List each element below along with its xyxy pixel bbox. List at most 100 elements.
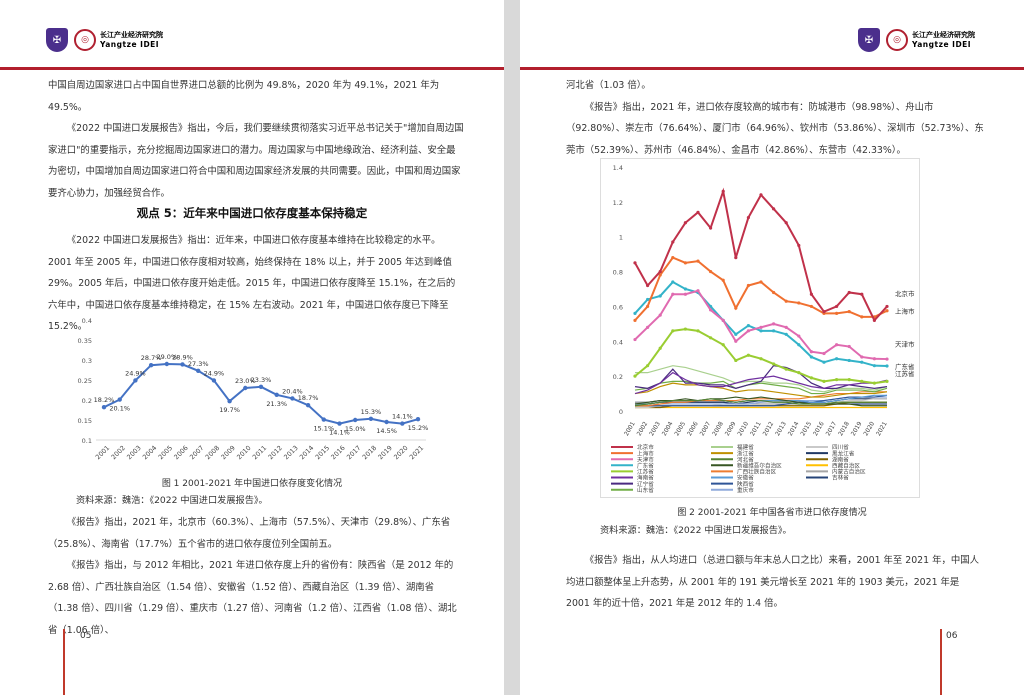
data-point: [734, 339, 738, 343]
y-tick-label: 0.25: [78, 377, 92, 385]
data-point: [835, 311, 839, 315]
figure-caption: 图 2 2001-2021 年中国各省市进口依存度情况: [677, 508, 867, 518]
x-tick-label: 2008: [711, 420, 725, 437]
data-label: 15.1%: [313, 425, 334, 433]
x-tick-label: 2019: [850, 420, 864, 437]
data-point: [772, 329, 776, 333]
data-point: [683, 221, 687, 225]
series-line: [635, 401, 887, 409]
data-point: [353, 417, 358, 423]
data-point: [797, 334, 801, 338]
legend-label: 重庆市: [737, 486, 754, 494]
data-label: 15.2%: [408, 424, 429, 432]
y-tick-label: 0.3: [82, 357, 92, 365]
data-point: [683, 327, 687, 331]
data-point: [759, 193, 763, 197]
data-label: 27.3%: [188, 360, 209, 368]
data-point: [759, 325, 763, 329]
data-point: [797, 371, 801, 375]
data-point: [746, 329, 750, 333]
data-point: [772, 362, 776, 366]
data-point: [709, 226, 713, 230]
page-margin-bar: [63, 629, 65, 695]
data-label: 18.7%: [298, 394, 319, 402]
data-point: [671, 329, 675, 333]
data-point: [196, 368, 201, 373]
data-label: 23.0%: [235, 377, 256, 385]
x-tick-label: 2020: [862, 420, 876, 437]
data-point: [633, 374, 637, 378]
legend-label: 海南省: [637, 474, 654, 482]
data-point: [872, 381, 876, 385]
x-tick-label: 2001: [623, 420, 637, 437]
data-point: [646, 304, 650, 309]
data-point: [721, 278, 725, 282]
page-margin-bar: [940, 629, 942, 695]
data-point: [797, 243, 801, 248]
data-point: [860, 315, 864, 319]
data-point: [759, 280, 763, 284]
x-tick-label: 2003: [648, 420, 662, 437]
series-line: [634, 398, 887, 407]
paragraph: 《2022 中国进口发展报告》指出：近年来，中国进口依存度基本维持在比较稳定的水…: [48, 235, 456, 332]
data-point: [759, 357, 763, 361]
data-point: [671, 240, 675, 244]
x-tick-label: 2004: [141, 444, 158, 461]
data-point: [772, 290, 776, 295]
x-tick-label: 2002: [636, 420, 650, 437]
x-tick-label: 2016: [329, 444, 346, 461]
data-point: [772, 207, 776, 211]
legend-label: 天津市: [637, 455, 654, 463]
x-tick-label: 2007: [188, 444, 205, 461]
x-tick-label: 2008: [204, 444, 221, 461]
legend-label: 河北省: [737, 455, 754, 463]
y-tick-label: 0.1: [82, 437, 92, 445]
data-point: [734, 256, 738, 260]
data-point: [784, 221, 788, 225]
text-block-top: 中国自周边国家进口占中国自世界进口总额的比例为 49.8%，2020 年为 49…: [48, 75, 464, 204]
data-point: [721, 318, 725, 322]
paragraph: 河北省（1.03 倍）。: [566, 80, 651, 91]
data-point: [721, 189, 725, 193]
legend-label: 陕西省: [737, 480, 754, 488]
data-point: [759, 329, 763, 333]
data-label: 14.1%: [392, 413, 413, 421]
data-point: [809, 304, 813, 309]
data-point: [784, 299, 788, 303]
y-tick-label: 1.2: [613, 199, 623, 207]
data-label: 19.7%: [219, 406, 240, 414]
x-tick-label: 2005: [673, 420, 687, 437]
data-point: [117, 397, 122, 402]
institute-logo-icon: ◎: [74, 29, 96, 51]
data-point: [658, 273, 662, 277]
data-point: [746, 215, 750, 220]
data-label: 20.1%: [109, 405, 130, 413]
x-tick-label: 2014: [298, 444, 315, 461]
data-point: [683, 261, 687, 265]
data-label: 24.9%: [204, 369, 225, 377]
y-tick-label: 0.4: [82, 317, 92, 325]
data-point: [321, 417, 326, 422]
data-label: 24.9%: [125, 369, 146, 377]
y-tick-label: 0.6: [613, 303, 623, 311]
data-point: [822, 351, 826, 356]
x-tick-label: 2013: [774, 420, 788, 437]
data-point: [243, 385, 248, 391]
import-dependency-chart: 0.1 0.15 0.2 0.25 0.3 0.35 0.4 2001200220032004…: [78, 317, 429, 461]
data-point: [696, 210, 700, 214]
paragraph: 《报告》指出，2021 年，进口依存度较高的城市有：防城港市（98.98%）、舟…: [566, 101, 984, 156]
data-point: [633, 337, 637, 342]
logo-cn: 长江产业经济研究院: [912, 31, 975, 39]
logo-en: Yangtze IDEI: [100, 40, 160, 49]
data-point: [835, 304, 839, 309]
data-point: [415, 417, 421, 422]
text-block-top: 河北省（1.03 倍）。 《报告》指出，2021 年，进口依存度较高的城市有：防…: [566, 75, 984, 161]
data-label: 28.7%: [141, 354, 162, 362]
legend-label: 福建省: [737, 443, 754, 451]
y-tick-label: 1.4: [613, 164, 623, 172]
data-point: [885, 304, 889, 309]
data-point: [860, 379, 864, 383]
data-point: [721, 343, 725, 347]
data-point: [872, 364, 876, 368]
y-tick-label: 0.8: [613, 269, 623, 277]
